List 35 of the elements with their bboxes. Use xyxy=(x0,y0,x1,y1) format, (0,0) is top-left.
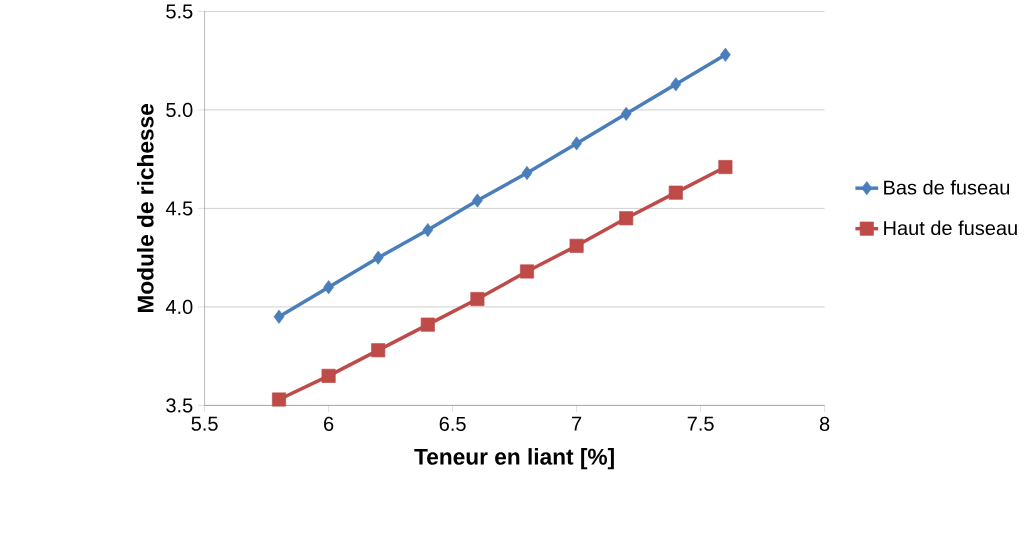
point xyxy=(718,160,733,175)
point xyxy=(620,106,632,121)
point xyxy=(321,368,336,383)
point xyxy=(422,223,434,238)
point xyxy=(668,185,683,200)
y-tick-label: 4.0 xyxy=(165,299,193,315)
x-axis-title: Teneur en liant [%] xyxy=(414,448,614,470)
point xyxy=(619,211,634,226)
point xyxy=(520,264,535,279)
point xyxy=(670,77,682,92)
point xyxy=(273,309,285,324)
x-tick-label: 7 xyxy=(572,416,582,431)
point xyxy=(472,193,483,208)
y-tick-label: 3.5 xyxy=(166,398,193,413)
point xyxy=(569,238,584,253)
point xyxy=(372,250,384,265)
x-tick-label: 7.5 xyxy=(687,416,714,431)
point xyxy=(272,392,287,407)
x-tick-label: 6 xyxy=(324,416,334,432)
x-tick-label: 8 xyxy=(819,416,830,432)
legend-label: Haut de fuseau xyxy=(884,220,1017,236)
point xyxy=(571,136,582,151)
point xyxy=(720,47,731,62)
point xyxy=(470,292,485,307)
x-tick-label: 6.5 xyxy=(439,416,466,432)
point xyxy=(420,317,435,332)
legend-label: Bas de fuseau xyxy=(884,180,1010,195)
x-tick-label: 5.5 xyxy=(191,416,218,431)
point xyxy=(521,166,533,181)
point xyxy=(371,343,386,358)
y-axis-title: Module de richesse xyxy=(136,104,154,313)
y-tick-label: 5.0 xyxy=(166,102,193,118)
y-tick-label: 5.5 xyxy=(166,4,193,19)
point xyxy=(323,280,334,295)
y-tick-label: 4.5 xyxy=(165,201,193,216)
